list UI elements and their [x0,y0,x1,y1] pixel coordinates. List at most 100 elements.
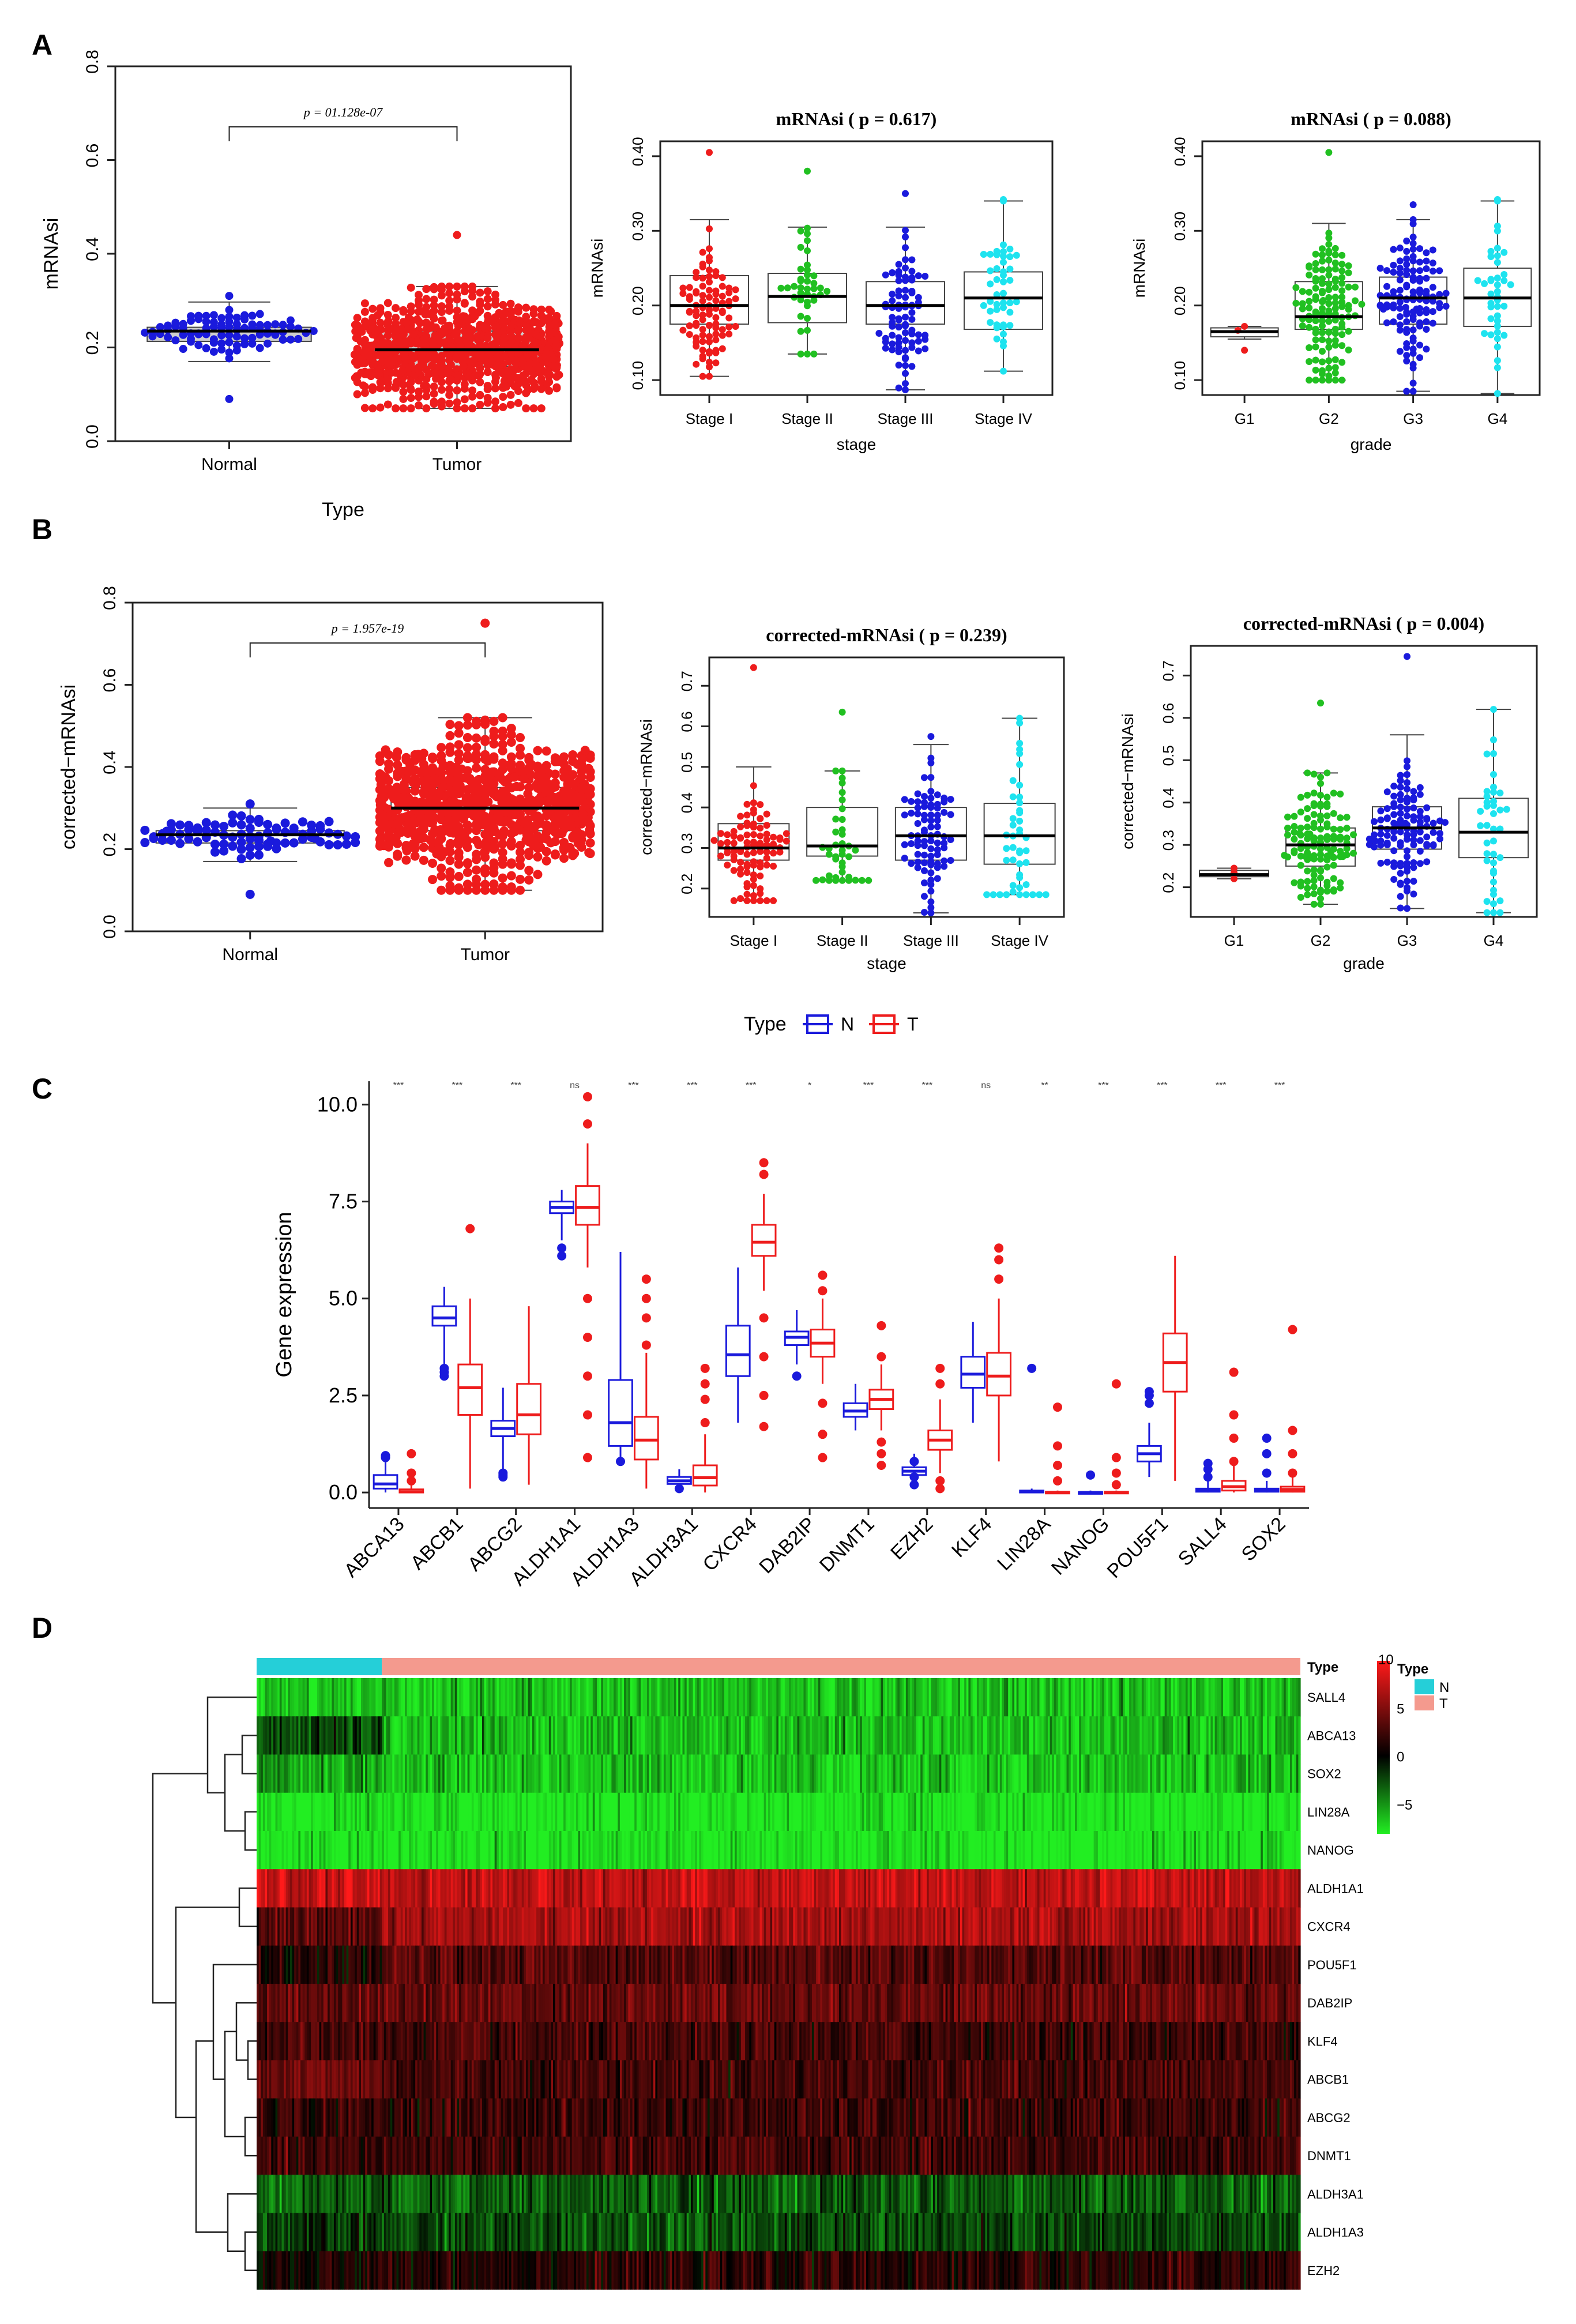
data-point-1 [475,798,485,808]
data-point-1 [585,838,595,848]
data-point-0 [187,312,195,321]
data-point-1 [1318,251,1326,259]
data-point-0 [225,317,234,326]
heatmap-cell [561,1754,564,1793]
heatmap-cell [473,1754,476,1793]
data-point-0 [717,840,724,847]
outlier-point [381,1451,390,1461]
heatmap-cell [528,1678,531,1717]
heatmap-cell [747,1678,750,1717]
heatmap-cell [918,1678,921,1717]
data-point-2 [895,315,902,322]
heatmap-cell [636,1716,640,1755]
heatmap-cell [695,1716,698,1755]
heatmap-cell [277,1678,280,1717]
heatmap-cell [747,1754,750,1793]
heatmap-cell [920,1678,923,1717]
heatmap-cell [661,1716,664,1755]
data-point-1 [398,375,407,383]
heatmap-cell [365,1754,368,1793]
data-point-3 [1016,884,1024,892]
data-point-0 [179,345,187,354]
heatmap-cell [524,1716,526,1755]
heatmap-cell [778,1754,781,1793]
data-point-3 [1494,223,1501,230]
heatmap-cell [857,1754,860,1793]
data-point-0 [750,882,757,889]
data-point-3 [1000,338,1007,345]
heatmap-cell [1137,1678,1140,1717]
data-point-1 [1331,316,1339,324]
heatmap-cell [488,1678,491,1717]
data-point-0 [157,836,167,845]
heatmap-cell [271,1754,274,1793]
heatmap-cell [386,1678,389,1717]
heatmap-cell [524,1754,526,1793]
outlier-point [1086,1470,1096,1480]
heatmap-cell [968,1754,971,1793]
data-point-3 [1494,274,1501,282]
heatmap-cell [350,1754,353,1793]
data-point-2 [1409,257,1417,265]
data-point-2 [1404,905,1410,912]
heatmap-cell [927,1716,930,1755]
data-point-0 [148,332,157,341]
data-point-2 [1429,268,1436,275]
heatmap-cell [321,1716,324,1755]
data-point-2 [1423,858,1431,866]
data-point-1 [1323,769,1331,777]
heatmap-cell [626,1754,629,1793]
heatmap-cell [1227,1716,1230,1755]
heatmap-cell [1252,1716,1255,1755]
heatmap-cell [317,1716,320,1755]
heatmap-cell [1250,1716,1253,1755]
heatmap-cell [830,1716,833,1755]
heatmap-cell [740,1716,744,1755]
data-point-1 [1297,794,1304,801]
data-point-1 [804,237,811,245]
x-tick-label: G1 [1235,410,1255,427]
heatmap-cell [718,1754,721,1793]
heatmap-cell [649,1754,652,1793]
outlier-point [818,1398,828,1408]
heatmap-cell [503,1716,506,1755]
heatmap-cell [626,1716,629,1755]
heatmap-cell [570,1678,573,1717]
outlier-point [818,1286,828,1296]
data-point-3 [1490,736,1497,743]
data-point-0 [264,321,272,329]
data-point-3 [1490,878,1497,886]
data-point-1 [515,766,525,776]
data-point-1 [483,302,492,311]
data-point-1 [804,285,811,293]
data-point-1 [454,883,464,893]
data-point-2 [908,363,916,370]
heatmap-cell [799,1754,802,1793]
data-point-3 [1016,849,1024,856]
heatmap-cell [609,1754,612,1793]
heatmap-cell [292,1754,295,1793]
heatmap-cell [379,1754,382,1793]
data-point-3 [1477,822,1484,829]
data-point-1 [368,385,377,394]
data-point-1 [524,875,534,885]
heatmap-cell [1041,1716,1044,1755]
data-point-0 [164,333,172,341]
heatmap-cell [603,1754,606,1793]
heatmap-cell [319,1678,322,1717]
data-point-1 [516,874,525,884]
heatmap-cell [1026,1678,1029,1717]
data-point-1 [1318,322,1326,330]
data-point-2 [895,348,902,356]
heatmap-cell [676,1678,679,1717]
data-point-0 [184,821,194,830]
data-point-1 [1291,847,1298,855]
panel-labels: A B C D [32,29,52,1644]
heatmap-cell [1002,1678,1005,1717]
data-point-2 [1416,286,1424,294]
heatmap-cell [1229,1678,1232,1717]
heatmap-cell [513,1716,516,1755]
heatmap-cell [1035,1716,1038,1755]
heatmap-cell [1124,1716,1128,1755]
data-point-1 [852,877,859,884]
